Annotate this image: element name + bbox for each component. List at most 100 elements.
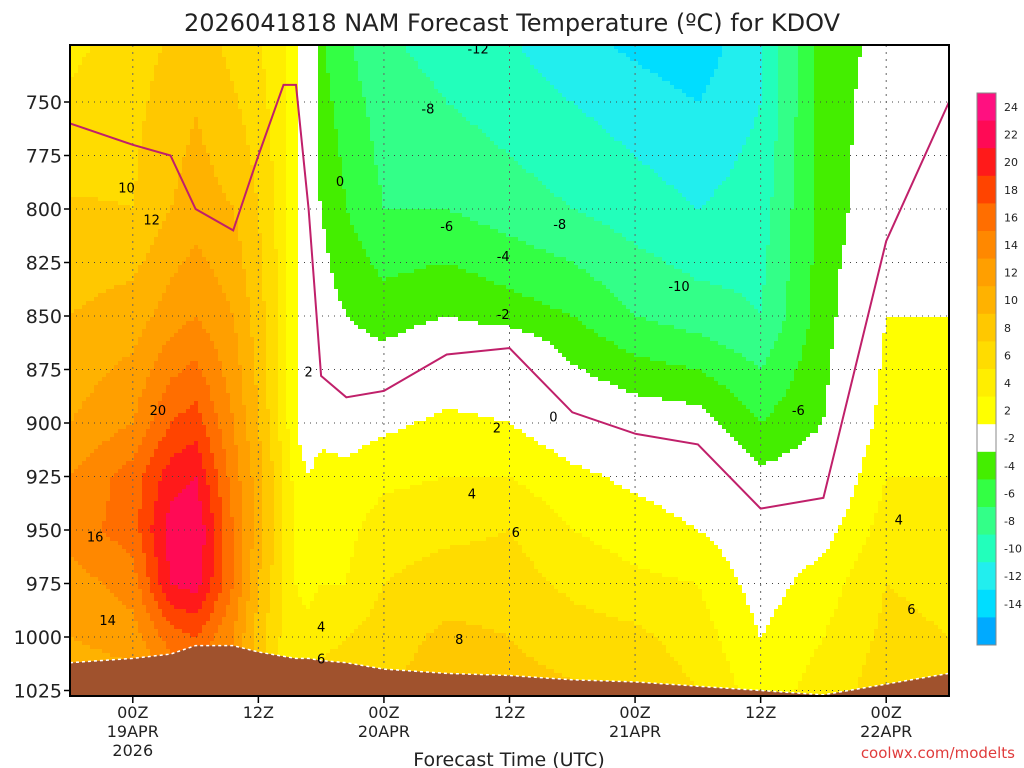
- temperature-cell: [90, 465, 95, 470]
- temperature-cell: [90, 425, 95, 430]
- temperature-cell: [90, 621, 95, 626]
- temperature-cell: [82, 57, 87, 62]
- temperature-cell: [78, 453, 83, 458]
- temperature-cell: [86, 493, 91, 498]
- temperature-cell: [78, 281, 83, 286]
- temperature-cell: [86, 305, 91, 310]
- temperature-cell: [78, 381, 83, 386]
- temperature-cell: [90, 61, 95, 66]
- temperature-cell: [90, 197, 95, 202]
- temperature-cell: [94, 301, 99, 306]
- temperature-cell: [82, 605, 87, 610]
- temperature-cell: [78, 81, 83, 86]
- temperature-cell: [94, 165, 99, 170]
- temperature-cell: [86, 405, 91, 410]
- temperature-cell: [82, 525, 87, 530]
- temperature-cell: [78, 401, 83, 406]
- temperature-cell: [94, 417, 99, 422]
- temperature-cell: [82, 193, 87, 198]
- temperature-cell: [78, 457, 83, 462]
- temperature-cell: [90, 169, 95, 174]
- temperature-cell: [78, 353, 83, 358]
- temperature-cell: [74, 85, 79, 90]
- temperature-cell: [74, 73, 79, 78]
- temperature-cell: [78, 313, 83, 318]
- temperature-cell: [74, 229, 79, 234]
- temperature-cell: [82, 329, 87, 334]
- temperature-cell: [82, 341, 87, 346]
- temperature-cell: [90, 597, 95, 602]
- temperature-cell: [82, 497, 87, 502]
- temperature-cell: [86, 57, 91, 62]
- temperature-cell: [74, 477, 79, 482]
- temperature-cell: [78, 397, 83, 402]
- temperature-cell: [90, 581, 95, 586]
- temperature-cell: [86, 401, 91, 406]
- temperature-cell: [78, 477, 83, 482]
- temperature-cell: [74, 317, 79, 322]
- temperature-cell: [82, 349, 87, 354]
- temperature-cell: [94, 289, 99, 294]
- temperature-cell: [82, 245, 87, 250]
- temperature-cell: [78, 249, 83, 254]
- temperature-cell: [90, 133, 95, 138]
- temperature-cell: [86, 549, 91, 554]
- temperature-cell: [90, 93, 95, 98]
- temperature-cell: [78, 473, 83, 478]
- temperature-cell: [86, 361, 91, 366]
- temperature-cell: [90, 81, 95, 86]
- temperature-cell: [90, 225, 95, 230]
- temperature-cell: [82, 505, 87, 510]
- temperature-cell: [86, 333, 91, 338]
- temperature-cell: [78, 357, 83, 362]
- temperature-cell: [90, 269, 95, 274]
- temperature-cell: [78, 113, 83, 118]
- temperature-cell: [74, 541, 79, 546]
- temperature-cell: [82, 445, 87, 450]
- temperature-cell: [78, 597, 83, 602]
- temperature-cell: [90, 157, 95, 162]
- temperature-cell: [90, 601, 95, 606]
- temperature-cell: [86, 145, 91, 150]
- temperature-cell: [78, 157, 83, 162]
- temperature-cell: [74, 49, 79, 54]
- temperature-cell: [90, 521, 95, 526]
- temperature-cell: [78, 325, 83, 330]
- temperature-cell: [90, 285, 95, 290]
- temperature-cell: [74, 361, 79, 366]
- temperature-cell: [86, 625, 91, 630]
- temperature-cell: [82, 117, 87, 122]
- temperature-cell: [86, 117, 91, 122]
- temperature-cell: [90, 433, 95, 438]
- temperature-cell: [78, 657, 83, 662]
- temperature-cell: [74, 381, 79, 386]
- temperature-cell: [90, 413, 95, 418]
- temperature-cell: [82, 517, 87, 522]
- temperature-cell: [90, 629, 95, 634]
- temperature-cell: [78, 561, 83, 566]
- temperature-cell: [90, 325, 95, 330]
- temperature-cell: [82, 589, 87, 594]
- temperature-cell: [90, 253, 95, 258]
- temperature-cell: [94, 213, 99, 218]
- temperature-cell: [82, 573, 87, 578]
- temperature-cell: [74, 357, 79, 362]
- temperature-cell: [74, 177, 79, 182]
- temperature-cell: [90, 569, 95, 574]
- temperature-cell: [86, 413, 91, 418]
- temperature-cell: [90, 613, 95, 618]
- temperature-cell: [78, 201, 83, 206]
- temperature-cell: [86, 357, 91, 362]
- temperature-cell: [74, 597, 79, 602]
- temperature-cell: [78, 581, 83, 586]
- temperature-cell: [78, 385, 83, 390]
- temperature-cell: [74, 405, 79, 410]
- temperature-cell: [82, 165, 87, 170]
- temperature-cell: [74, 417, 79, 422]
- temperature-cell: [78, 557, 83, 562]
- temperature-cell: [94, 277, 99, 282]
- temperature-cell: [90, 145, 95, 150]
- temperature-cell: [74, 569, 79, 574]
- temperature-cell: [74, 137, 79, 142]
- temperature-cell: [74, 161, 79, 166]
